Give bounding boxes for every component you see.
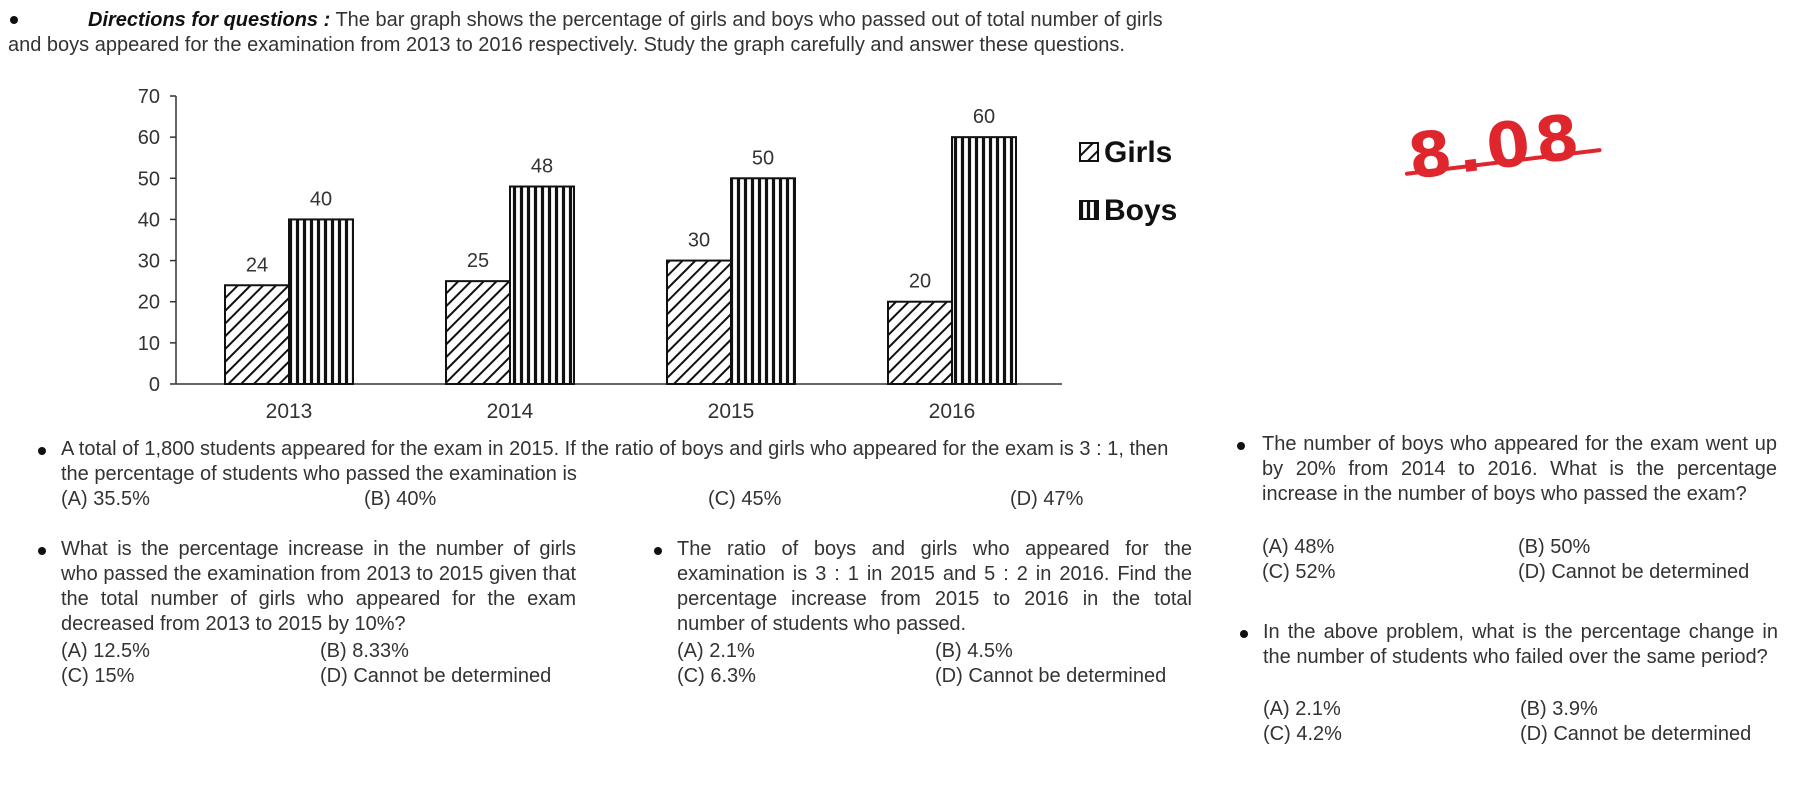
y-tick-label-0: 0 (149, 374, 160, 396)
y-tick-label-50: 50 (138, 168, 160, 190)
question-3-text: The ratio of boys and girls who appeared… (677, 538, 1192, 635)
y-tick-label-70: 70 (138, 86, 160, 108)
question-5-option-c[interactable]: (C) 4.2% (1263, 723, 1342, 745)
legend-swatch-boys (1079, 200, 1099, 220)
chart-bars (224, 136, 1017, 386)
question-4-option-d[interactable]: (D) Cannot be determined (1518, 561, 1750, 583)
question-2-option-d[interactable]: (D) Cannot be determined (320, 665, 552, 687)
question-4-option-c[interactable]: (C) 52% (1262, 561, 1336, 583)
directions-paragraph: Directions for questions : The bar graph… (8, 8, 1188, 58)
data-label-boys-2014: 48 (531, 156, 553, 178)
directions-bullet (10, 16, 18, 24)
bar-girls-2016 (887, 300, 953, 386)
bar-boys-2013 (288, 218, 354, 385)
question-1-text: A total of 1,800 students appeared for t… (61, 438, 1169, 485)
data-label-boys-2015: 50 (752, 147, 774, 169)
chart-legend: Girls Boys (1079, 136, 1177, 227)
bar-boys-2015 (730, 177, 796, 385)
bar-girls-2014 (445, 280, 511, 385)
x-tick-label-2013: 2013 (266, 400, 313, 423)
question-2-option-c[interactable]: (C) 15% (61, 665, 135, 687)
bar-boys-2014 (509, 185, 575, 385)
data-label-boys-2016: 60 (973, 106, 995, 128)
question-2-text: What is the percentage increase in the n… (61, 538, 576, 635)
bar-boys-2016 (951, 136, 1017, 385)
legend-swatch-girls (1079, 142, 1099, 162)
question-3-bullet (654, 547, 662, 555)
question-5-option-a[interactable]: (A) 2.1% (1263, 698, 1341, 720)
bar-girls-2015 (666, 259, 732, 386)
data-label-girls-2014: 25 (467, 250, 489, 272)
question-1-option-d[interactable]: (D) 47% (1010, 488, 1084, 510)
question-1-bullet (38, 447, 46, 455)
directions-text: The bar graph shows the percentage of gi… (8, 9, 1163, 56)
y-tick-label-30: 30 (138, 251, 160, 273)
question-1-option-c[interactable]: (C) 45% (708, 488, 782, 510)
question-1-option-b[interactable]: (B) 40% (364, 488, 437, 510)
question-4-option-a[interactable]: (A) 48% (1262, 536, 1335, 558)
directions-heading: Directions for questions : (88, 9, 331, 31)
question-2-option-a[interactable]: (A) 12.5% (61, 640, 150, 662)
question-5-option-d[interactable]: (D) Cannot be determined (1520, 723, 1752, 745)
question-5-bullet (1240, 630, 1248, 638)
question-3-option-c[interactable]: (C) 6.3% (677, 665, 756, 687)
y-tick-label-40: 40 (138, 209, 160, 231)
question-1-option-a[interactable]: (A) 35.5% (61, 488, 150, 510)
question-4-option-b[interactable]: (B) 50% (1518, 536, 1591, 558)
y-tick-label-10: 10 (138, 333, 160, 355)
x-tick-label-2016: 2016 (929, 400, 976, 423)
question-2-bullet (38, 547, 46, 555)
y-tick-label-20: 20 (138, 292, 160, 314)
x-tick-label-2015: 2015 (708, 400, 755, 423)
question-4-bullet (1237, 442, 1245, 450)
legend-label-girls: Girls (1104, 136, 1172, 169)
chart-axes: 0 10 20 30 40 50 60 70 (138, 86, 1062, 396)
data-label-girls-2013: 24 (246, 254, 268, 276)
question-3-option-d[interactable]: (D) Cannot be determined (935, 665, 1167, 687)
question-2-option-b[interactable]: (B) 8.33% (320, 640, 409, 662)
question-4-text: The number of boys who appeared for the … (1262, 433, 1777, 505)
question-5-text: In the above problem, what is the percen… (1263, 621, 1778, 668)
data-label-girls-2015: 30 (688, 230, 710, 252)
data-label-girls-2016: 20 (909, 271, 931, 293)
question-3-option-b[interactable]: (B) 4.5% (935, 640, 1013, 662)
x-tick-label-2014: 2014 (487, 400, 534, 423)
question-5-option-b[interactable]: (B) 3.9% (1520, 698, 1598, 720)
question-3-option-a[interactable]: (A) 2.1% (677, 640, 755, 662)
data-label-boys-2013: 40 (310, 188, 332, 210)
y-tick-label-60: 60 (138, 127, 160, 149)
bar-girls-2013 (224, 284, 290, 385)
legend-label-boys: Boys (1104, 194, 1177, 227)
chart-labels: 24 40 2013 25 48 2014 30 50 2015 20 60 2016 (246, 106, 995, 423)
